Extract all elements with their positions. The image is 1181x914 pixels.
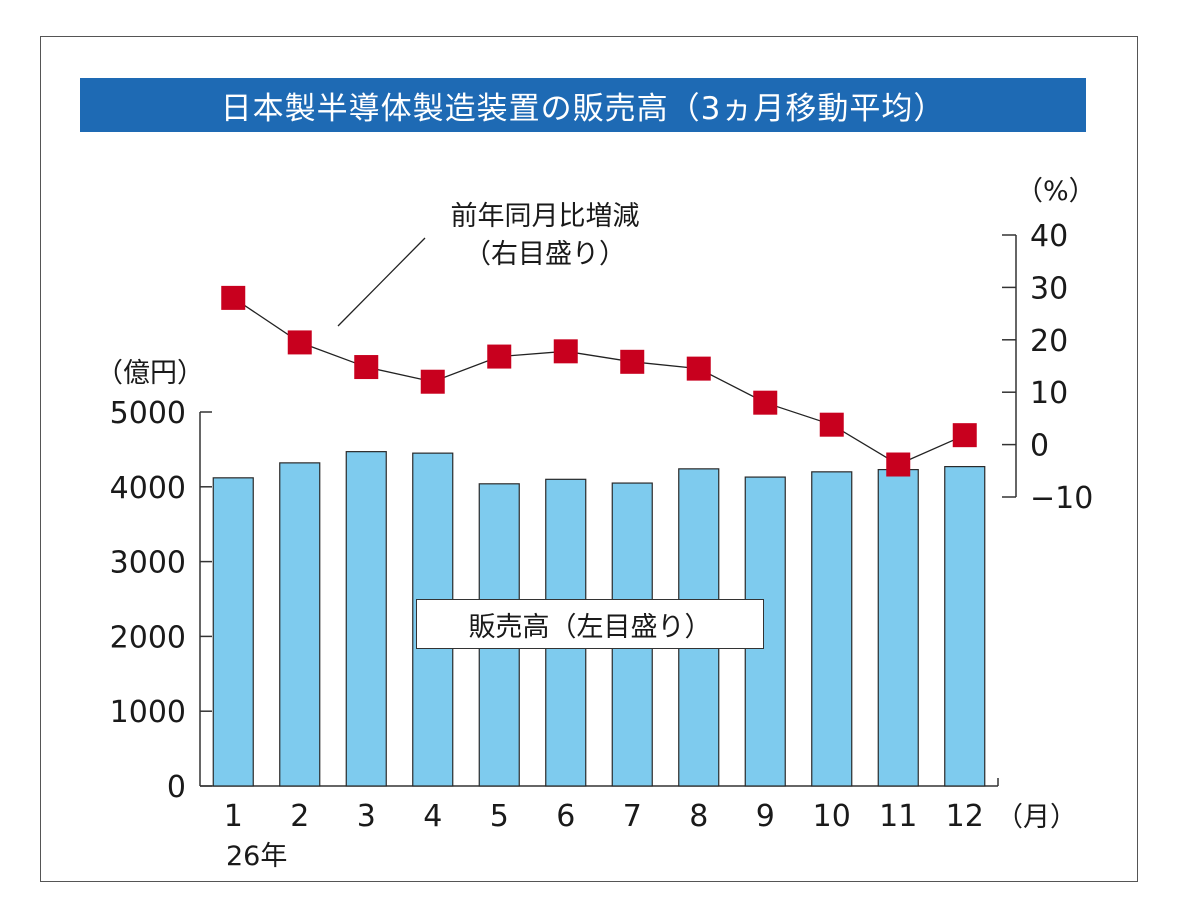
- left-axis-unit-label: （億円）: [96, 358, 204, 389]
- series-line: [232, 297, 966, 466]
- line-series-label: 前年同月比増減: [451, 201, 640, 232]
- chart-title-bar: 日本製半導体製造装置の販売高（3ヵ月移動平均）: [80, 78, 1086, 132]
- line-marker: [553, 339, 578, 364]
- line-marker: [420, 369, 445, 394]
- bar: [345, 451, 387, 787]
- x-axis-tick-label: 10: [813, 799, 851, 834]
- bar: [811, 471, 853, 787]
- x-axis-tick-label: 5: [490, 799, 509, 834]
- left-axis-tick-label: 3000: [110, 546, 186, 581]
- x-axis-year-label: 26年: [226, 841, 287, 872]
- x-axis-unit-label: （月）: [996, 802, 1077, 833]
- bar: [212, 477, 254, 787]
- left-axis-tick-label: 1000: [110, 695, 186, 730]
- line-marker: [487, 344, 512, 369]
- x-axis-tick-label: 12: [946, 799, 984, 834]
- right-axis-tick-label: 40: [1030, 219, 1068, 254]
- right-axis-tick-label: −10: [1030, 481, 1093, 516]
- x-axis-tick-label: 6: [556, 799, 575, 834]
- line-series-leader: [337, 237, 426, 327]
- x-axis-tick-label: 4: [423, 799, 442, 834]
- left-axis-tick-label: 4000: [110, 471, 186, 506]
- right-axis-tick-label: 30: [1030, 271, 1068, 306]
- axes-layer: [199, 234, 1017, 787]
- x-axis-tick-label: 9: [756, 799, 775, 834]
- chart-title: 日本製半導体製造装置の販売高（3ヵ月移動平均）: [220, 90, 946, 127]
- line-marker: [819, 412, 844, 437]
- line-marker: [354, 355, 379, 380]
- line-marker: [886, 452, 911, 477]
- right-axis-tick-label: 0: [1030, 429, 1049, 464]
- line-marker: [620, 349, 645, 374]
- x-axis-tick-label: 7: [623, 799, 642, 834]
- line-marker: [952, 423, 977, 448]
- x-axis-tick-label: 3: [357, 799, 376, 834]
- right-axis-unit-label: （%）: [1016, 176, 1096, 207]
- line-marker: [221, 285, 246, 310]
- bar: [944, 466, 986, 787]
- bar: [877, 468, 919, 787]
- left-axis-tick-label: 2000: [110, 620, 186, 655]
- line-series: [221, 285, 977, 477]
- line-marker: [287, 330, 312, 355]
- right-axis-tick-label: 20: [1030, 324, 1068, 359]
- right-axis-tick-label: 10: [1030, 376, 1068, 411]
- line-series-label-sub: （右目盛り）: [464, 239, 626, 270]
- x-axis-tick-label: 11: [879, 799, 917, 834]
- bar-series-label: 販売高（左目盛り）: [468, 611, 712, 643]
- bar-series-label-box: 販売高（左目盛り）: [416, 599, 764, 649]
- bar: [279, 462, 321, 787]
- line-marker: [686, 356, 711, 381]
- x-axis-tick-label: 2: [290, 799, 309, 834]
- x-axis-tick-label: 1: [224, 799, 243, 834]
- x-axis-tick-label: 8: [689, 799, 708, 834]
- axis-labels: 0 1000 2000 3000 4000 5000 （億円） −10 0 10 20 30 40 （%）…: [96, 176, 1096, 872]
- line-marker: [753, 390, 778, 415]
- left-axis-tick-label: 5000: [110, 396, 186, 431]
- left-axis-tick-label: 0: [167, 770, 186, 805]
